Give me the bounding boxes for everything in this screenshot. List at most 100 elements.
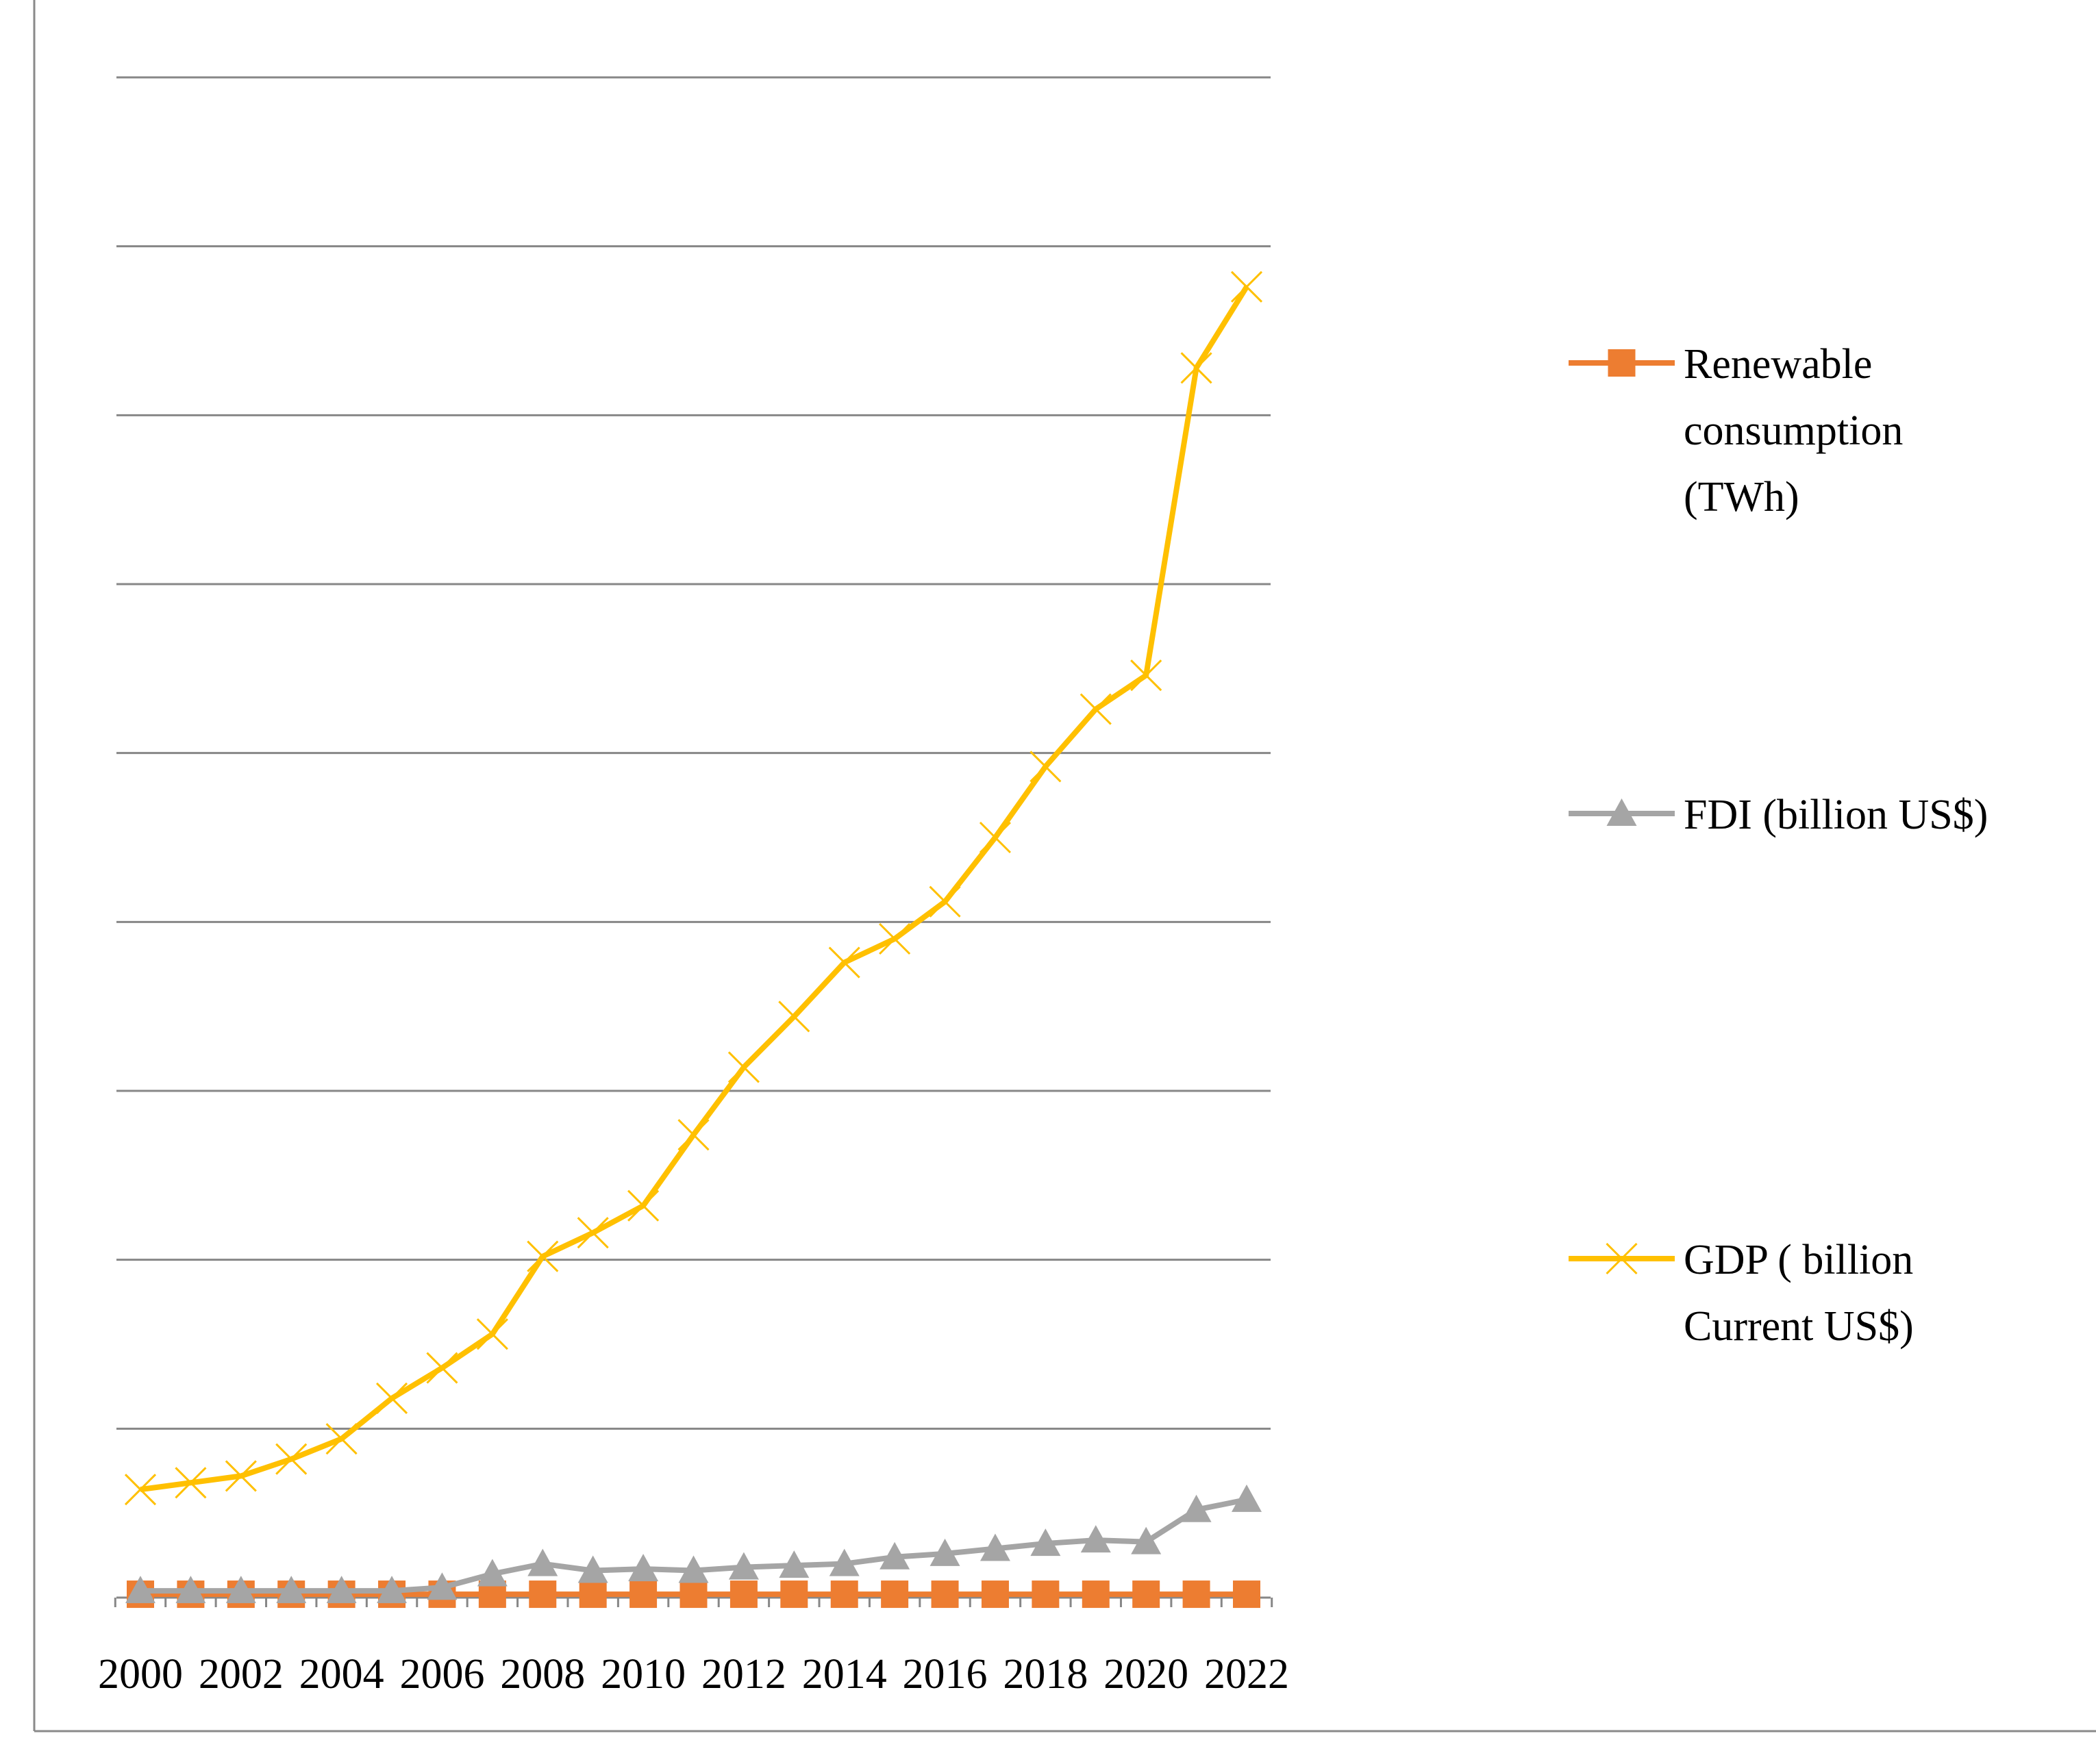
data-point [275, 1443, 308, 1475]
data-point [1030, 1528, 1061, 1557]
data-point [377, 1576, 408, 1604]
x-marker-stroke [727, 1051, 760, 1083]
data-point [879, 1541, 910, 1570]
x-axis: 2000 2002 2004 2006 2008 2010 2012 2014 2016 2018… [98, 1596, 1289, 1698]
legend-item-1: Renewable consumption (TWh) [1569, 341, 1903, 520]
data-point [1232, 1484, 1262, 1512]
x-marker-stroke [1080, 693, 1112, 725]
data-point [175, 1467, 207, 1499]
x-marker-stroke [426, 1352, 458, 1384]
data-point [679, 1580, 708, 1609]
x-marker-stroke [577, 1217, 609, 1249]
legend-label: Current US$) [1684, 1303, 1914, 1350]
x-marker-stroke [677, 1119, 710, 1151]
data-point [1032, 1580, 1060, 1609]
data-point [225, 1576, 256, 1604]
data-point [980, 1533, 1010, 1561]
data-point [828, 946, 860, 979]
data-point [427, 1572, 458, 1600]
x-tick-label: 2002 [199, 1651, 284, 1698]
data-point [628, 1554, 659, 1582]
data-point [1131, 1526, 1162, 1554]
x-tick-label: 2010 [601, 1651, 686, 1698]
data-point [1030, 751, 1062, 783]
legend-label: Renewable [1684, 341, 1872, 388]
data-point [529, 1580, 557, 1609]
data-point [1233, 1580, 1260, 1609]
x-tick-label: 2004 [299, 1651, 384, 1698]
x-marker-stroke [375, 1382, 408, 1414]
x-marker-stroke [275, 1443, 308, 1475]
series-2 [125, 1484, 1262, 1604]
legend-item-2: FDI (billion US$) [1569, 792, 1988, 838]
data-point [1080, 693, 1112, 725]
x-marker-stroke [225, 1460, 257, 1492]
x-marker-stroke [1030, 751, 1062, 783]
legend-label: (TWh) [1684, 474, 1799, 520]
data-point [627, 1189, 660, 1222]
x-tick-label: 2006 [399, 1651, 484, 1698]
x-tick-label: 2012 [701, 1651, 786, 1698]
data-point [727, 1051, 760, 1083]
data-point [579, 1580, 607, 1609]
x-tick-label: 2000 [98, 1651, 183, 1698]
data-point [728, 1552, 759, 1580]
x-marker-stroke [929, 885, 961, 918]
x-marker-stroke [175, 1467, 207, 1499]
data-point [780, 1580, 808, 1609]
data-point [1180, 352, 1212, 384]
data-point [881, 1580, 909, 1609]
x-tick-label: 2020 [1103, 1651, 1188, 1698]
data-point [979, 821, 1012, 854]
data-point [629, 1580, 658, 1609]
x-marker-stroke [476, 1318, 508, 1350]
legend-marker [1608, 349, 1636, 377]
x-marker-stroke [778, 1000, 810, 1033]
legend-label: consumption [1684, 407, 1903, 454]
data-point [1230, 270, 1263, 303]
legend: Renewable consumption (TWh) FDI (billion US… [1569, 341, 1988, 1350]
x-marker-stroke [828, 946, 860, 979]
data-point [930, 1538, 960, 1566]
legend-item-3: GDP ( billion Current US$) [1569, 1237, 1914, 1350]
data-point [678, 1555, 709, 1583]
gridlines [116, 76, 1271, 1430]
data-point [325, 1423, 358, 1455]
legend-marker [1606, 798, 1637, 826]
x-marker-stroke [527, 1240, 559, 1272]
data-point [779, 1550, 810, 1578]
data-point [829, 1548, 860, 1576]
data-point [527, 1240, 559, 1272]
x-marker-stroke [979, 821, 1012, 854]
x-marker-stroke [124, 1474, 157, 1506]
x-tick-label: 2022 [1204, 1651, 1289, 1698]
x-marker-stroke [627, 1189, 660, 1222]
data-point [1080, 1525, 1111, 1553]
data-point [1182, 1580, 1210, 1609]
data-point [931, 1580, 959, 1609]
data-point [175, 1576, 206, 1604]
legend-marker [1606, 1242, 1638, 1275]
x-tick-label: 2018 [1003, 1651, 1088, 1698]
data-point [778, 1000, 810, 1033]
data-point [124, 1474, 157, 1506]
data-point [326, 1576, 357, 1604]
x-tick-label: 2014 [802, 1651, 887, 1698]
series-3 [124, 270, 1263, 1506]
data-point [981, 1580, 1009, 1609]
data-point [1132, 1580, 1160, 1609]
x-marker-stroke [1230, 270, 1263, 303]
data-point [929, 885, 961, 918]
data-point [125, 1576, 155, 1604]
series-line [140, 285, 1249, 1493]
data-point [1181, 1494, 1212, 1522]
x-tick-label: 2016 [903, 1651, 988, 1698]
data-point [477, 1559, 508, 1587]
data-point [225, 1460, 257, 1492]
data-point [375, 1382, 408, 1414]
data-point [1082, 1580, 1110, 1609]
legend-label: FDI (billion US$) [1684, 792, 1988, 838]
x-marker-stroke [1130, 659, 1162, 692]
